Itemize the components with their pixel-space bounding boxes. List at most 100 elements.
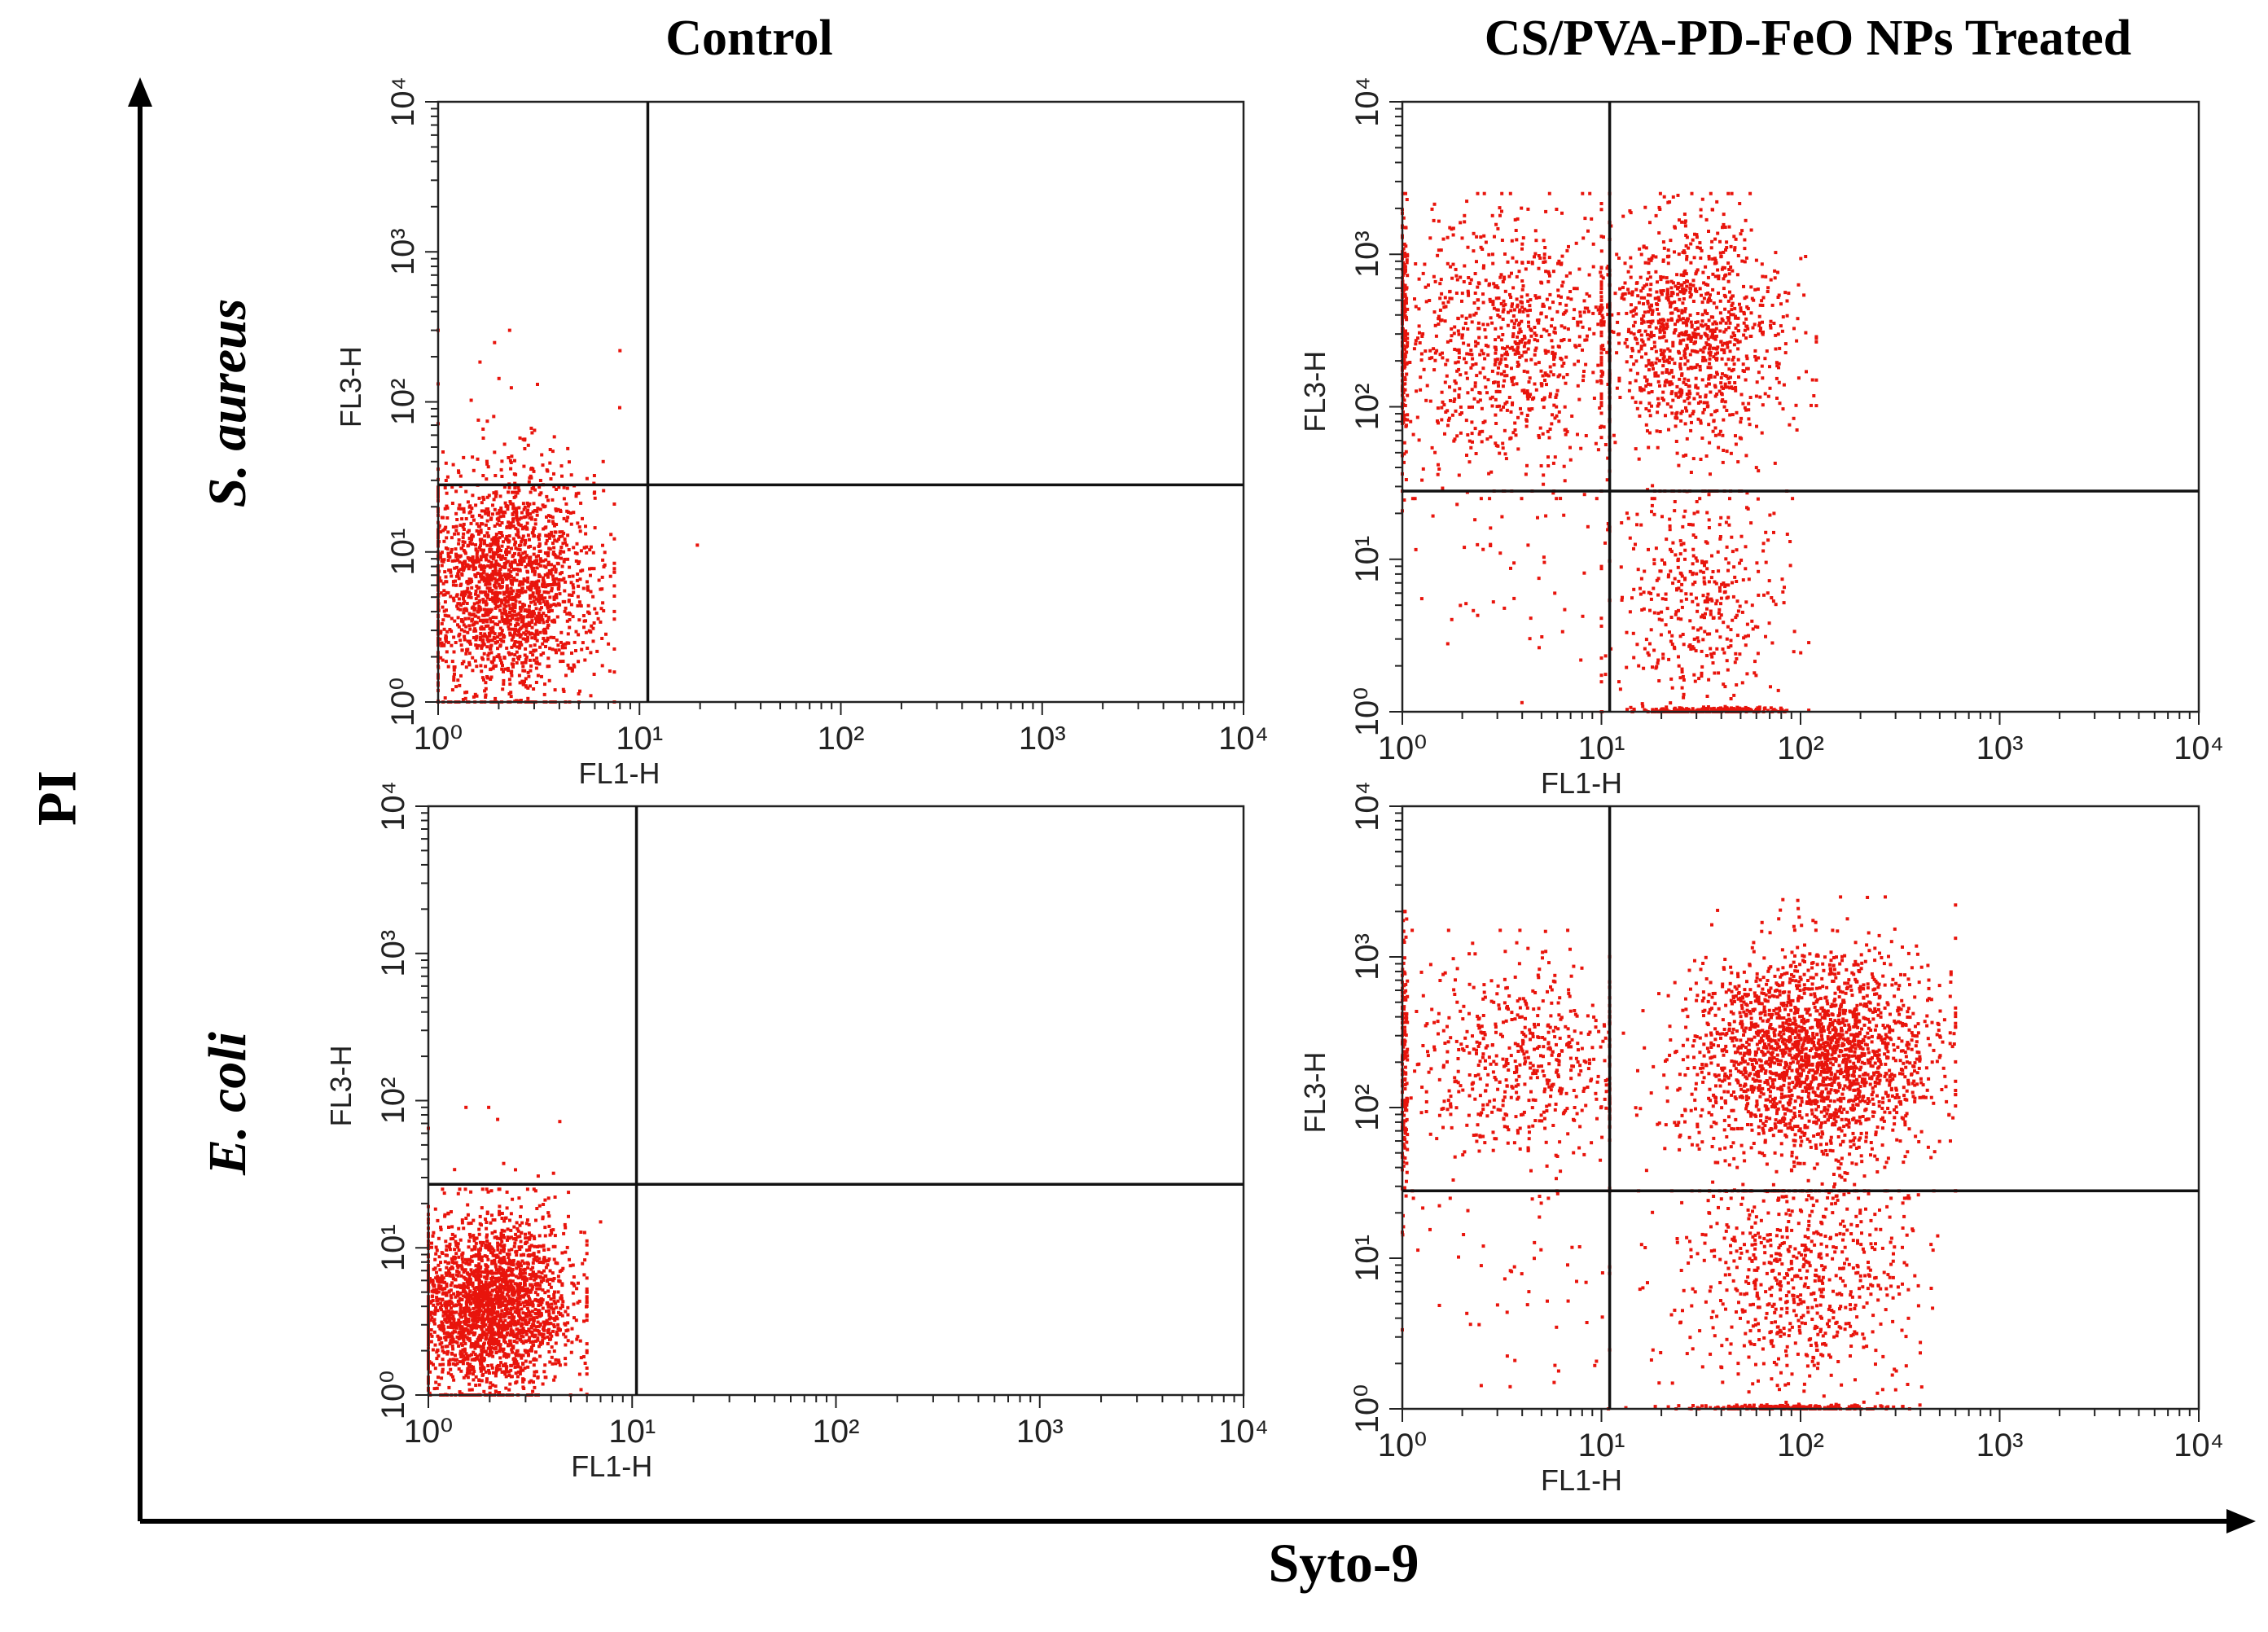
data-point	[1673, 509, 1677, 513]
data-point	[1491, 252, 1494, 257]
data-point	[1699, 256, 1703, 260]
data-point	[551, 521, 555, 525]
data-point	[1748, 396, 1753, 399]
data-point	[596, 616, 600, 621]
data-point	[1587, 327, 1591, 331]
data-point	[544, 631, 548, 635]
data-point	[1494, 397, 1498, 401]
data-point	[535, 614, 539, 618]
data-point	[1693, 328, 1697, 331]
data-point	[1504, 457, 1508, 461]
data-point	[1578, 314, 1582, 318]
data-point	[1726, 345, 1730, 349]
data-point	[1754, 258, 1758, 262]
data-point	[1752, 298, 1756, 302]
data-point	[1527, 380, 1531, 384]
data-point	[1533, 362, 1538, 366]
data-point	[516, 530, 520, 534]
data-point	[516, 616, 520, 621]
data-point	[1730, 304, 1734, 308]
data-point	[510, 638, 514, 642]
data-point	[1526, 543, 1530, 547]
data-point	[533, 612, 536, 616]
data-point	[1707, 318, 1711, 322]
data-point	[1696, 603, 1700, 607]
data-point	[1699, 214, 1703, 218]
data-point	[1481, 248, 1485, 251]
data-point	[1731, 269, 1735, 273]
data-point	[1665, 607, 1669, 611]
data-point	[1664, 592, 1668, 596]
data-point	[1649, 258, 1653, 262]
data-point	[1639, 523, 1643, 527]
data-point	[1749, 285, 1753, 289]
data-point	[1524, 424, 1529, 428]
data-point	[1544, 209, 1548, 213]
data-point	[441, 450, 445, 454]
data-point	[455, 565, 458, 569]
data-point	[1566, 327, 1570, 331]
data-point	[1406, 418, 1410, 422]
data-point	[1692, 637, 1696, 641]
data-point	[547, 678, 551, 682]
data-point	[1700, 378, 1704, 382]
data-point	[1432, 218, 1436, 222]
data-point	[1615, 252, 1619, 257]
data-point	[1510, 319, 1514, 323]
data-point	[1460, 333, 1464, 337]
data-point	[457, 538, 461, 542]
data-point	[1542, 555, 1546, 559]
data-point	[1677, 463, 1681, 467]
data-point	[473, 614, 477, 618]
data-point	[1701, 594, 1705, 598]
data-point	[1467, 439, 1472, 443]
data-point	[1540, 635, 1544, 638]
data-point	[494, 616, 498, 620]
data-point	[1726, 561, 1731, 565]
data-point	[557, 648, 561, 652]
data-point	[1648, 642, 1652, 646]
data-point	[1703, 600, 1707, 603]
data-point	[1556, 261, 1560, 265]
data-point	[463, 630, 467, 634]
data-point	[584, 524, 587, 529]
data-point	[1731, 550, 1735, 554]
data-point	[512, 597, 515, 601]
data-point	[1733, 246, 1737, 250]
data-point	[1544, 270, 1548, 274]
data-point	[1669, 677, 1674, 681]
data-point	[515, 661, 519, 665]
data-point	[1729, 709, 1733, 713]
data-point	[1684, 592, 1688, 596]
data-point	[466, 630, 470, 634]
data-point	[586, 586, 590, 590]
data-point	[1551, 345, 1555, 349]
data-point	[450, 643, 454, 647]
data-point	[1694, 384, 1698, 388]
data-point	[509, 569, 513, 573]
data-point	[1555, 414, 1559, 418]
data-point	[468, 581, 472, 585]
data-point	[1555, 388, 1560, 393]
data-point	[1743, 296, 1747, 301]
data-point	[1792, 630, 1796, 634]
data-point	[1530, 407, 1534, 410]
data-point	[548, 595, 552, 599]
data-point	[520, 580, 524, 584]
data-point	[1621, 214, 1625, 218]
data-point	[1682, 377, 1687, 381]
data-point	[1736, 347, 1740, 351]
data-point	[1783, 351, 1788, 355]
data-point	[1722, 348, 1726, 352]
data-point	[1654, 326, 1658, 330]
data-point	[504, 551, 507, 554]
data-point	[1653, 344, 1656, 349]
data-point	[1545, 329, 1549, 333]
data-point	[1459, 221, 1463, 225]
data-point	[1481, 352, 1485, 356]
data-point	[482, 627, 486, 631]
data-point	[448, 628, 452, 631]
data-point	[1703, 581, 1707, 586]
data-point	[1680, 391, 1684, 395]
data-point	[497, 519, 501, 523]
